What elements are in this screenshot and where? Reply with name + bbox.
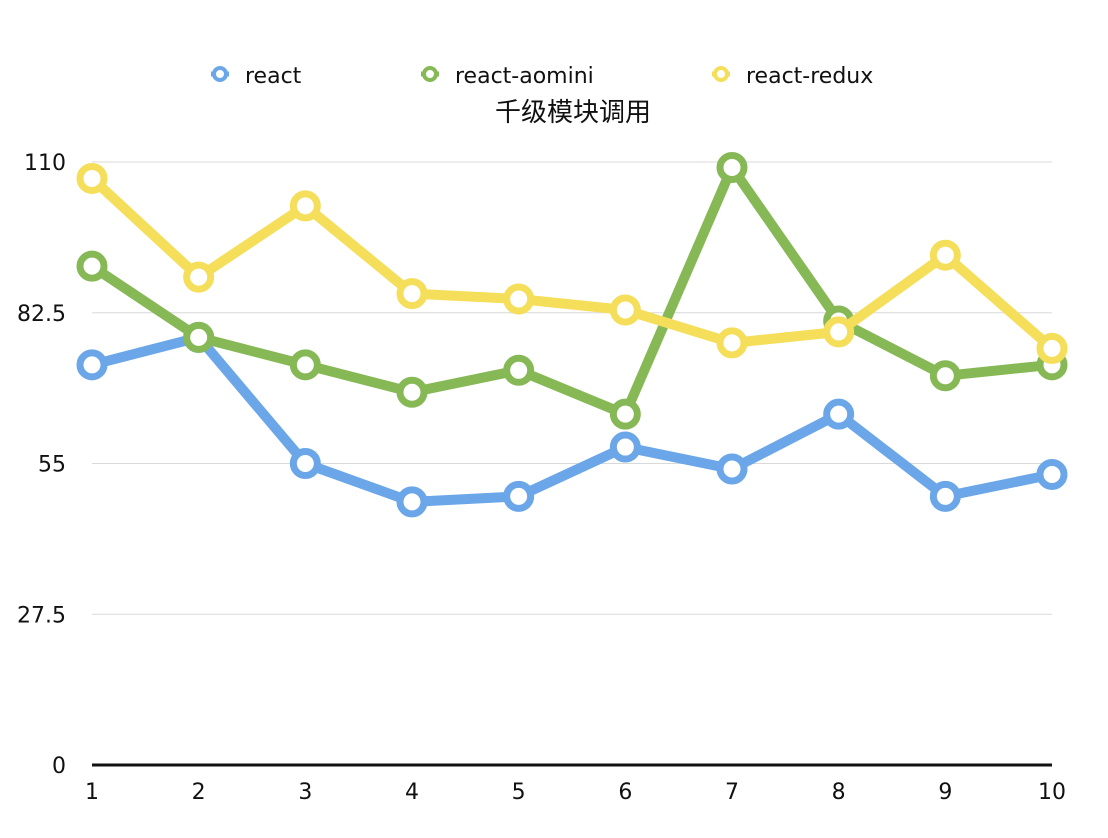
data-point: [289, 448, 321, 479]
legend-label: react: [245, 64, 302, 89]
y-tick-label: 82.5: [17, 302, 66, 327]
data-point: [76, 250, 108, 282]
data-point: [503, 354, 535, 386]
data-point: [396, 278, 428, 310]
data-point: [716, 453, 748, 485]
series-react: [76, 321, 1068, 518]
data-point: [503, 283, 535, 315]
data-point: [609, 431, 641, 463]
data-point: [183, 261, 215, 293]
data-point: [1036, 332, 1068, 364]
series-line: [87, 162, 1057, 420]
data-point: [289, 349, 321, 381]
data-point: [503, 480, 535, 512]
x-tick-label: 4: [405, 780, 419, 805]
data-point: [396, 376, 428, 408]
x-tick-label: 2: [192, 780, 206, 805]
y-tick-label: 27.5: [17, 603, 66, 628]
data-point: [929, 239, 961, 271]
x-tick-label: 1: [85, 780, 99, 805]
legend-label: react-aomini: [455, 64, 594, 89]
y-tick-label: 0: [52, 754, 66, 779]
x-tick-label: 3: [298, 780, 312, 805]
data-point: [76, 349, 108, 381]
data-point: [289, 190, 321, 222]
legend-swatch-marker: [713, 66, 729, 82]
gridlines: [92, 161, 1052, 615]
series-react-aomini: [76, 151, 1068, 430]
x-tick-label: 7: [725, 780, 739, 805]
y-tick-label: 110: [24, 151, 66, 176]
data-point: [183, 321, 215, 353]
series-line: [87, 173, 1057, 354]
legend-swatch-marker: [422, 66, 438, 82]
data-point: [396, 486, 428, 518]
legend-item: react-aomini: [421, 64, 594, 89]
x-tick-label: 9: [938, 780, 952, 805]
series-layer: [76, 151, 1068, 518]
data-point: [716, 327, 748, 359]
x-tick-label: 8: [832, 780, 846, 805]
x-tick-label: 5: [512, 780, 526, 805]
x-axis: 1 2 3 4 5 6 7 8 9 10: [85, 763, 1066, 805]
data-point: [823, 398, 855, 430]
chart-title: 千级模块调用: [495, 98, 651, 128]
legend-item: react-redux: [712, 64, 873, 89]
series-react-redux: [76, 162, 1068, 364]
data-point: [823, 316, 855, 348]
x-tick-label: 6: [618, 780, 632, 805]
legend-swatch-marker: [212, 66, 228, 82]
x-tick-label: 10: [1038, 780, 1066, 805]
data-point: [609, 294, 641, 326]
data-point: [716, 151, 748, 183]
data-point: [609, 398, 641, 430]
data-point: [76, 162, 108, 194]
y-tick-label: 55: [38, 453, 66, 478]
data-point: [929, 360, 961, 392]
series-line: [87, 332, 1057, 507]
data-point: [1036, 458, 1068, 490]
data-point: [929, 480, 961, 512]
legend-label: react-redux: [746, 64, 873, 89]
legend: react react-aomini react-redux: [211, 64, 873, 89]
y-axis: 0 27.5 55 82.5 110: [17, 151, 66, 779]
legend-item: react: [211, 64, 302, 89]
